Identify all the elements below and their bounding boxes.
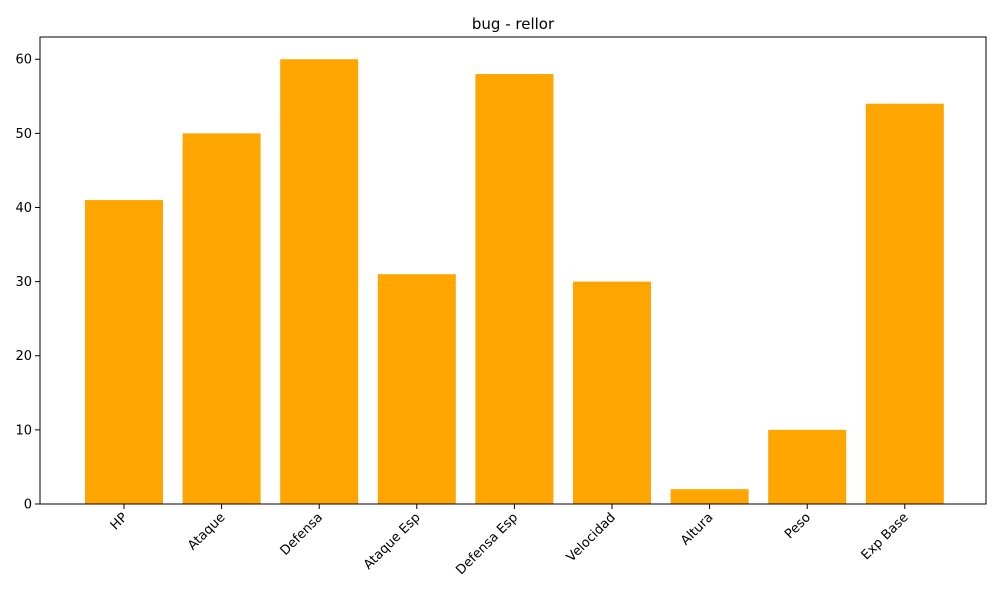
chart-title: bug - rellor	[472, 15, 555, 33]
x-tick-label: Defensa Esp	[453, 510, 521, 578]
bar-ataque-esp	[377, 274, 456, 504]
x-tick-label: Exp Base	[859, 510, 912, 563]
y-tick-label: 10	[15, 423, 32, 438]
bar-defensa-esp	[475, 74, 554, 504]
y-tick-label: 30	[15, 275, 32, 290]
y-tick-label: 0	[24, 498, 32, 513]
bar-velocidad	[573, 281, 651, 504]
bar-peso	[768, 429, 847, 504]
plot-frame	[39, 36, 987, 505]
bar-altura	[670, 489, 749, 504]
bar-hp	[85, 200, 163, 504]
x-tick-label: Peso	[782, 510, 814, 542]
y-tick-label: 60	[15, 53, 32, 68]
x-tick-label: HP	[108, 510, 131, 533]
x-tick-label: Velocidad	[564, 510, 619, 565]
y-axis: 0 10 20 30 40 50 60	[15, 53, 40, 513]
bar-defensa	[280, 59, 359, 505]
x-tick-label: Altura	[678, 510, 716, 548]
y-tick-label: 20	[15, 349, 32, 364]
x-axis: HP Ataque Defensa Ataque Esp Defensa Esp Velo…	[108, 504, 912, 578]
bar-exp-base	[865, 103, 944, 505]
x-tick-label: Ataque Esp	[361, 510, 424, 573]
y-tick-label: 50	[15, 127, 32, 142]
bars-group	[85, 59, 944, 505]
x-tick-label: Ataque	[185, 510, 228, 553]
y-tick-label: 40	[15, 201, 32, 216]
bar-ataque	[182, 133, 261, 504]
x-tick-label: Defensa	[278, 510, 326, 558]
